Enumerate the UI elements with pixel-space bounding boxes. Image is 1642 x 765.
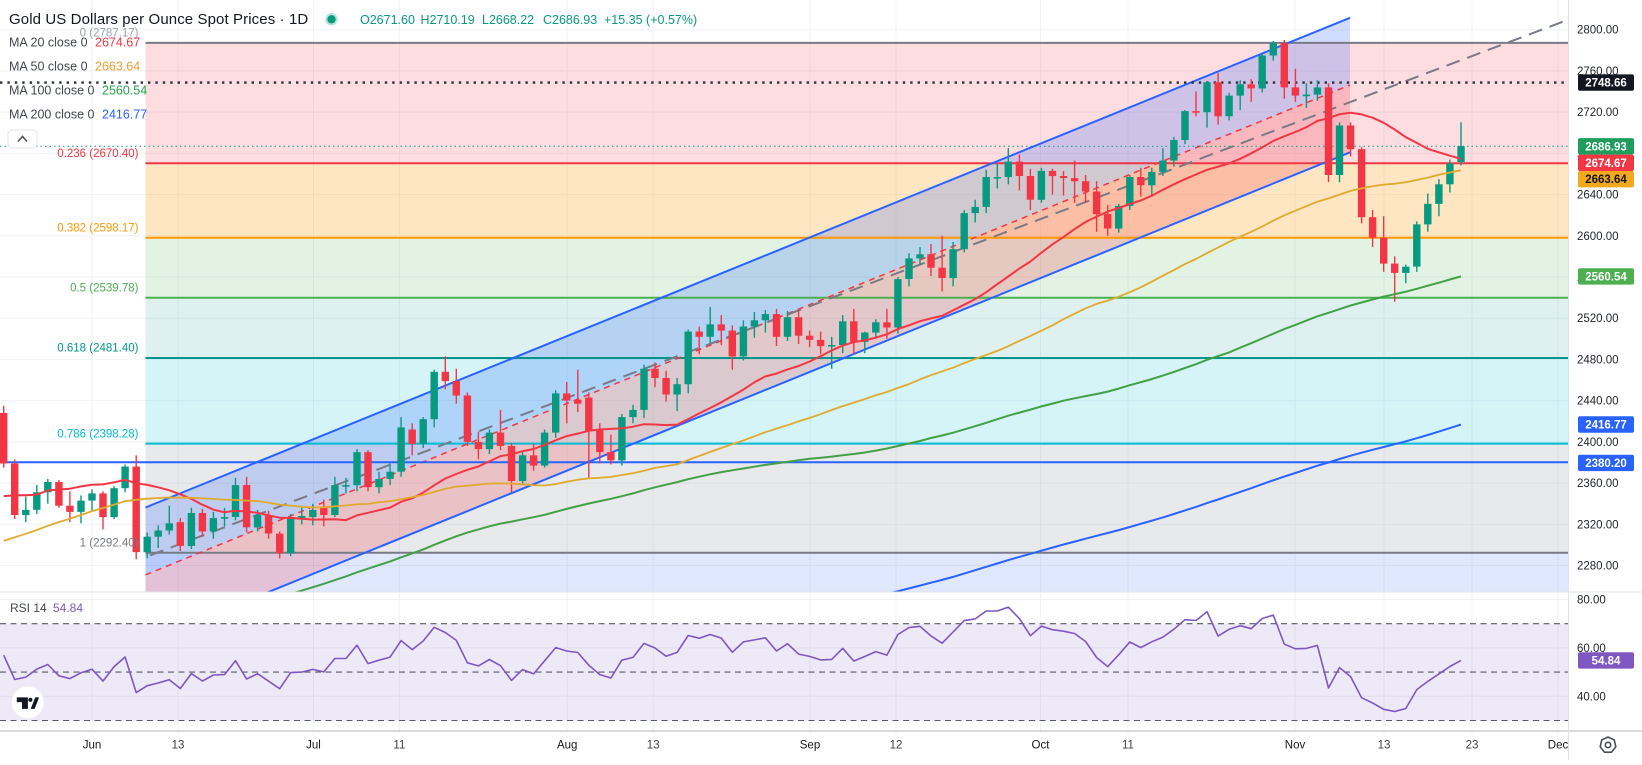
svg-text:2640.00: 2640.00 [1577, 190, 1619, 202]
svg-text:2674.67: 2674.67 [1585, 158, 1627, 170]
svg-text:2400.00: 2400.00 [1577, 437, 1619, 449]
svg-text:13: 13 [647, 740, 660, 752]
svg-text:2320.00: 2320.00 [1577, 519, 1619, 531]
svg-text:2663.64: 2663.64 [1585, 174, 1627, 186]
svg-text:80.00: 80.00 [1577, 595, 1606, 607]
svg-text:0.786 (2398.28): 0.786 (2398.28) [57, 428, 138, 440]
svg-text:2416.77: 2416.77 [1585, 420, 1627, 432]
svg-text:13: 13 [1378, 740, 1391, 752]
svg-text:Jul: Jul [306, 740, 321, 752]
svg-text:1 (2292.40): 1 (2292.40) [80, 537, 139, 549]
svg-text:C2686.93: C2686.93 [543, 13, 597, 27]
svg-text:Aug: Aug [557, 740, 577, 752]
svg-text:23: 23 [1466, 740, 1479, 752]
svg-text:2360.00: 2360.00 [1577, 478, 1619, 490]
svg-text:0.5 (2539.78): 0.5 (2539.78) [70, 283, 139, 295]
svg-text:2280.00: 2280.00 [1577, 561, 1619, 573]
svg-text:Dec: Dec [1548, 740, 1569, 752]
svg-text:+15.35 (+0.57%): +15.35 (+0.57%) [604, 13, 697, 27]
svg-text:MA 20 close 0: MA 20 close 0 [9, 35, 88, 49]
svg-text:RSI 14: RSI 14 [10, 601, 47, 615]
svg-text:40.00: 40.00 [1577, 691, 1606, 703]
svg-text:2674.67: 2674.67 [95, 35, 140, 49]
svg-text:2560.54: 2560.54 [102, 83, 147, 97]
svg-text:2800.00: 2800.00 [1577, 25, 1619, 37]
svg-text:Sep: Sep [800, 740, 820, 752]
svg-text:2380.20: 2380.20 [1585, 458, 1627, 470]
svg-text:H2710.19: H2710.19 [421, 13, 475, 27]
svg-text:11: 11 [1122, 740, 1134, 752]
svg-text:11: 11 [393, 740, 405, 752]
svg-text:MA 50 close 0: MA 50 close 0 [9, 59, 88, 73]
svg-text:2416.77: 2416.77 [102, 107, 147, 121]
svg-text:2748.66: 2748.66 [1585, 78, 1627, 90]
svg-text:L2668.22: L2668.22 [482, 13, 534, 27]
svg-text:60.00: 60.00 [1577, 643, 1606, 655]
svg-text:2480.00: 2480.00 [1577, 354, 1619, 366]
svg-text:54.84: 54.84 [1592, 655, 1621, 667]
svg-text:12: 12 [890, 740, 903, 752]
svg-text:0.236 (2670.40): 0.236 (2670.40) [57, 148, 138, 160]
svg-text:Oct: Oct [1032, 740, 1051, 752]
svg-text:2440.00: 2440.00 [1577, 396, 1619, 408]
svg-text:MA 200 close 0: MA 200 close 0 [9, 107, 95, 121]
svg-text:MA 100 close 0: MA 100 close 0 [9, 83, 95, 97]
svg-text:2663.64: 2663.64 [95, 59, 140, 73]
svg-text:Nov: Nov [1285, 740, 1306, 752]
svg-text:2560.54: 2560.54 [1585, 271, 1627, 283]
svg-text:2686.93: 2686.93 [1585, 141, 1627, 153]
svg-text:2720.00: 2720.00 [1577, 107, 1619, 119]
svg-text:O2671.60: O2671.60 [360, 13, 415, 27]
svg-text:0.618 (2481.40): 0.618 (2481.40) [57, 343, 138, 355]
svg-text:2600.00: 2600.00 [1577, 231, 1619, 243]
svg-text:54.84: 54.84 [53, 601, 83, 615]
svg-text:Jun: Jun [83, 740, 102, 752]
svg-text:0 (2787.17): 0 (2787.17) [80, 28, 139, 40]
svg-text:Gold US Dollars per Ounce Spot: Gold US Dollars per Ounce Spot Prices · … [9, 11, 308, 28]
svg-text:2520.00: 2520.00 [1577, 313, 1619, 325]
svg-text:0.382 (2598.17): 0.382 (2598.17) [57, 222, 138, 234]
svg-text:13: 13 [172, 740, 185, 752]
